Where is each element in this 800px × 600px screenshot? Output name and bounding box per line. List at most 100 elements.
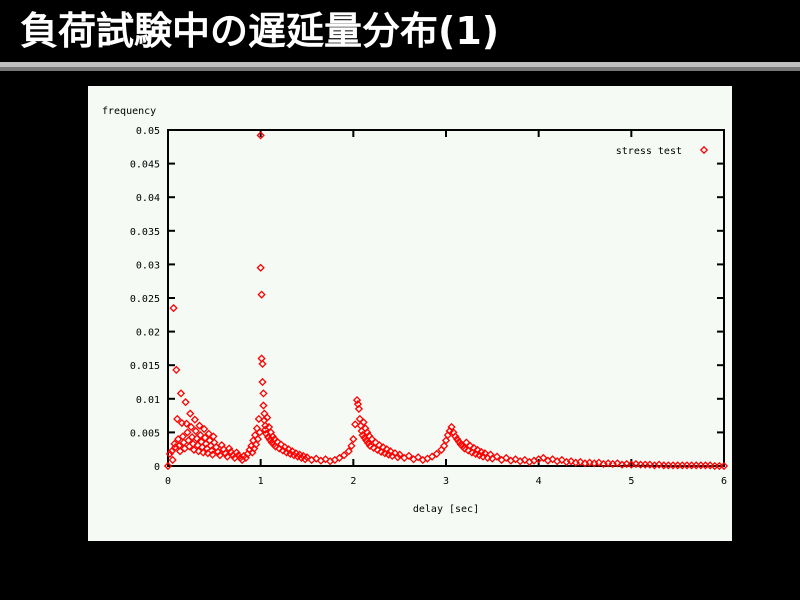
data-point-marker (263, 413, 272, 422)
data-point-marker (645, 460, 654, 469)
y-tick-label: 0.03 (136, 260, 160, 271)
data-point-marker (344, 447, 353, 456)
y-tick-label: 0.01 (136, 395, 160, 406)
data-point-marker (719, 461, 729, 471)
data-point-marker (226, 447, 236, 457)
data-point-marker (378, 443, 388, 452)
data-point-marker (363, 428, 372, 437)
data-point-marker (195, 421, 204, 430)
data-point-marker (171, 443, 180, 452)
data-point-marker (622, 459, 631, 469)
x-tick-label: 6 (721, 476, 727, 487)
y-tick-label: 0.005 (130, 428, 160, 439)
data-point-marker (312, 454, 321, 463)
data-point-marker (351, 420, 360, 429)
x-tick-label: 2 (350, 476, 356, 487)
data-point-marker (190, 415, 199, 424)
data-point-marker (440, 441, 449, 450)
data-point-marker (469, 443, 478, 452)
plot-frame (167, 129, 725, 467)
data-point-marker (168, 455, 177, 465)
data-point-marker (173, 414, 182, 424)
chart-panel: frequency 0 0.005 0.01 0.015 0.02 0.025 0.03 0.0… (88, 86, 732, 541)
y-tick-label: 0.025 (130, 294, 160, 305)
data-point-marker (375, 441, 384, 450)
data-point-marker (182, 419, 191, 428)
data-point-marker (604, 459, 613, 468)
data-point-marker (414, 453, 423, 462)
data-point-marker (181, 398, 190, 407)
title-divider-light (0, 62, 800, 67)
legend-label: stress test (616, 146, 682, 157)
data-point-marker (176, 389, 186, 398)
data-point-marker (163, 461, 173, 471)
data-point-marker (302, 453, 312, 462)
data-point-marker (225, 444, 234, 453)
data-point-marker (301, 455, 310, 464)
y-tick-label: 0 (154, 462, 160, 473)
data-point-marker (255, 428, 264, 437)
data-point-marker (258, 359, 267, 368)
data-point-marker (613, 459, 622, 468)
y-axis-title: frequency (102, 106, 156, 117)
data-point-marker (167, 447, 176, 456)
data-point-marker (371, 438, 380, 447)
data-point-marker (254, 414, 263, 424)
data-point-marker (321, 455, 330, 464)
data-point-marker (539, 453, 548, 463)
x-tick-label: 4 (536, 476, 542, 487)
data-point-marker (557, 455, 566, 465)
data-point-marker (347, 441, 356, 450)
data-point-marker (655, 460, 664, 469)
data-point-marker (441, 436, 451, 445)
data-point-marker (259, 401, 268, 410)
data-point-marker (492, 452, 502, 461)
data-point-marker (520, 455, 529, 465)
x-tick-label: 3 (443, 476, 449, 487)
data-point-marker (165, 449, 174, 459)
data-point-marker (566, 457, 576, 466)
data-point-marker (256, 131, 265, 140)
data-point-marker (480, 449, 490, 458)
data-point-marker (174, 435, 183, 444)
data-point-marker (187, 422, 196, 432)
data-point-marker (354, 404, 364, 413)
data-point-marker (388, 451, 397, 461)
data-point-marker (189, 445, 199, 454)
data-point-marker (365, 441, 375, 450)
data-point-marker (594, 458, 604, 467)
data-point-marker (191, 426, 200, 436)
y-tick-label: 0.035 (130, 227, 160, 238)
data-point-marker (460, 444, 469, 453)
data-point-marker (175, 447, 185, 456)
x-axis-title: delay [sec] (413, 504, 479, 515)
data-point-marker (177, 418, 187, 428)
data-point-marker (631, 459, 641, 469)
data-point-marker (511, 455, 520, 464)
data-point-marker (196, 430, 205, 440)
data-point-marker (208, 450, 217, 459)
data-point-marker (183, 428, 192, 437)
data-point-marker (548, 455, 557, 464)
data-point-marker (253, 435, 263, 444)
y-tick-label: 0.05 (136, 126, 160, 137)
data-point-marker (273, 437, 282, 446)
data-point-marker (427, 452, 437, 461)
title-divider-dark (0, 67, 800, 71)
data-point-marker (187, 432, 197, 442)
data-point-marker (339, 451, 349, 460)
data-point-marker (369, 443, 378, 452)
y-tick-label: 0.02 (136, 328, 160, 339)
data-point-marker (200, 424, 209, 434)
title-bar: 負荷試験中の遅延量分布(1) (0, 0, 800, 62)
page-title: 負荷試験中の遅延量分布(1) (20, 9, 500, 53)
data-point-marker (207, 446, 216, 455)
data-point-marker (335, 453, 344, 463)
data-point-marker (251, 440, 261, 449)
data-point-marker (359, 418, 368, 427)
data-point-marker (393, 453, 402, 462)
data-point-marker (199, 448, 208, 457)
data-point-marker (395, 450, 404, 459)
data-point-marker (585, 458, 594, 467)
